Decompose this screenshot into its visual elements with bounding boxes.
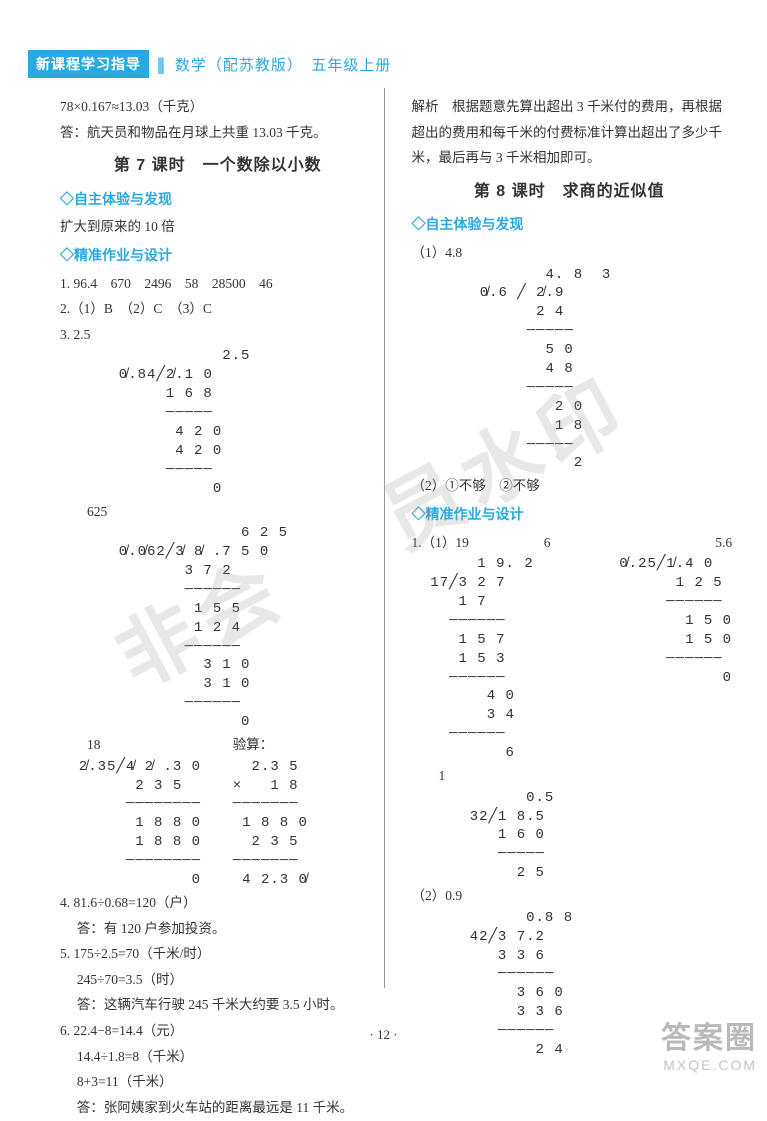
right-column: 解析 根据题意先算出超出 3 千米付的费用，再根据超出的费用和每千米的付费标准计… — [394, 94, 728, 1121]
header-badge: 新课程学习指导 — [28, 50, 149, 78]
text-line: （2）①不够 ②不够 — [412, 473, 728, 499]
text-line: 1. 96.4 670 2496 58 28500 46 — [60, 271, 376, 297]
text-line: 4. 81.6÷0.68=120（户） — [60, 890, 376, 916]
text-line: 5. 175÷2.5=70（千米/时） — [60, 941, 376, 967]
text-line: （2）0.9 — [412, 883, 728, 909]
text-line: 625 — [60, 499, 376, 525]
header-bars-icon: ||| — [157, 54, 163, 75]
text-line: 2.（1）B （2）C （3）C — [60, 296, 376, 322]
analysis-text: 解析 根据题意先算出超出 3 千米付的费用，再根据超出的费用和每千米的付费标准计… — [412, 94, 728, 171]
long-division: 0.5 32╱1 8.5 1 6 0 ───── 2 5 — [412, 789, 728, 883]
calc-row: 18 2̸.35╱4̸ 2̸ .3 0 2 3 5 ──────── 1 8 8… — [60, 732, 376, 890]
page-header: 新课程学习指导 ||| 数学（配苏教版） 五年级上册 — [0, 0, 767, 84]
left-column: 78×0.167≈13.03（千克） 答：航天员和物品在月球上共重 13.03 … — [60, 94, 394, 1121]
text-line: 5.6 — [600, 530, 732, 556]
long-division: 2̸.35╱4̸ 2̸ .3 0 2 3 5 ──────── 1 8 8 0 … — [60, 758, 203, 890]
text-line: 18 — [60, 732, 203, 758]
text-line: 8+3=11（千米） — [60, 1069, 376, 1095]
text-line: 78×0.167≈13.03（千克） — [60, 94, 376, 120]
section-heading: ◇精准作业与设计 — [60, 242, 376, 269]
calc-row: 1.（1）19 1 9. 2 17╱3 2 7 1 7 ────── 1 5 7… — [412, 530, 728, 763]
column-divider — [384, 88, 385, 988]
check-label: 验算： — [233, 732, 376, 758]
text-line: 245÷70=3.5（时） — [60, 967, 376, 993]
lesson-title: 第 7 课时 一个数除以小数 — [60, 151, 376, 181]
long-division: 0̸.25╱1̸.4 0 1 2 5 ────── 1 5 0 1 5 0 ──… — [600, 555, 732, 687]
text-line: 6 — [544, 530, 591, 556]
long-division: 4. 8 3 0̸.6 ╱ 2̸.9 2 4 ───── 5 0 4 8 ───… — [412, 266, 728, 474]
brand-url: MXQE.COM — [661, 1057, 757, 1073]
text-line: 答：张阿姨家到火车站的距离最远是 11 千米。 — [60, 1095, 376, 1121]
lesson-title: 第 8 课时 求商的近似值 — [412, 177, 728, 207]
multiplication-check: 2.3 5 × 1 8 ─────── 1 8 8 0 2 3 5 ──────… — [233, 758, 376, 890]
text-line: 扩大到原来的 10 倍 — [60, 214, 376, 240]
long-division: 6 2 5 0̸.0̸62╱3̸ 8̸ .7 5 0 3 7 2 ────── … — [60, 524, 376, 732]
page-body: 78×0.167≈13.03（千克） 答：航天员和物品在月球上共重 13.03 … — [0, 84, 767, 1121]
text-line: 14.4÷1.8=8（千米） — [60, 1044, 376, 1070]
text-line: 答：有 120 户参加投资。 — [60, 916, 376, 942]
section-heading: ◇自主体验与发现 — [412, 211, 728, 238]
long-division: 2.5 0̸.84╱2̸.1 0 1 6 8 ───── 4 2 0 4 2 0… — [60, 347, 376, 498]
section-heading: ◇自主体验与发现 — [60, 186, 376, 213]
page-number: · 12 · — [0, 1027, 767, 1043]
long-division: 1 9. 2 17╱3 2 7 1 7 ────── 1 5 7 1 5 3 ─… — [412, 555, 534, 763]
text-line: 答：这辆汽车行驶 245 千米大约要 3.5 小时。 — [60, 992, 376, 1018]
text-line: （1）4.8 — [412, 240, 728, 266]
text-line: 3. 2.5 — [60, 322, 376, 348]
text-line: 答：航天员和物品在月球上共重 13.03 千克。 — [60, 120, 376, 146]
text-line: 1.（1）19 — [412, 530, 534, 556]
section-heading: ◇精准作业与设计 — [412, 501, 728, 528]
text-line: 1 — [412, 763, 728, 789]
brand-watermark: 答案圈 MXQE.COM — [661, 1013, 757, 1073]
header-subtitle: 数学（配苏教版） 五年级上册 — [175, 54, 392, 75]
brand-name: 答案圈 — [661, 1013, 757, 1057]
